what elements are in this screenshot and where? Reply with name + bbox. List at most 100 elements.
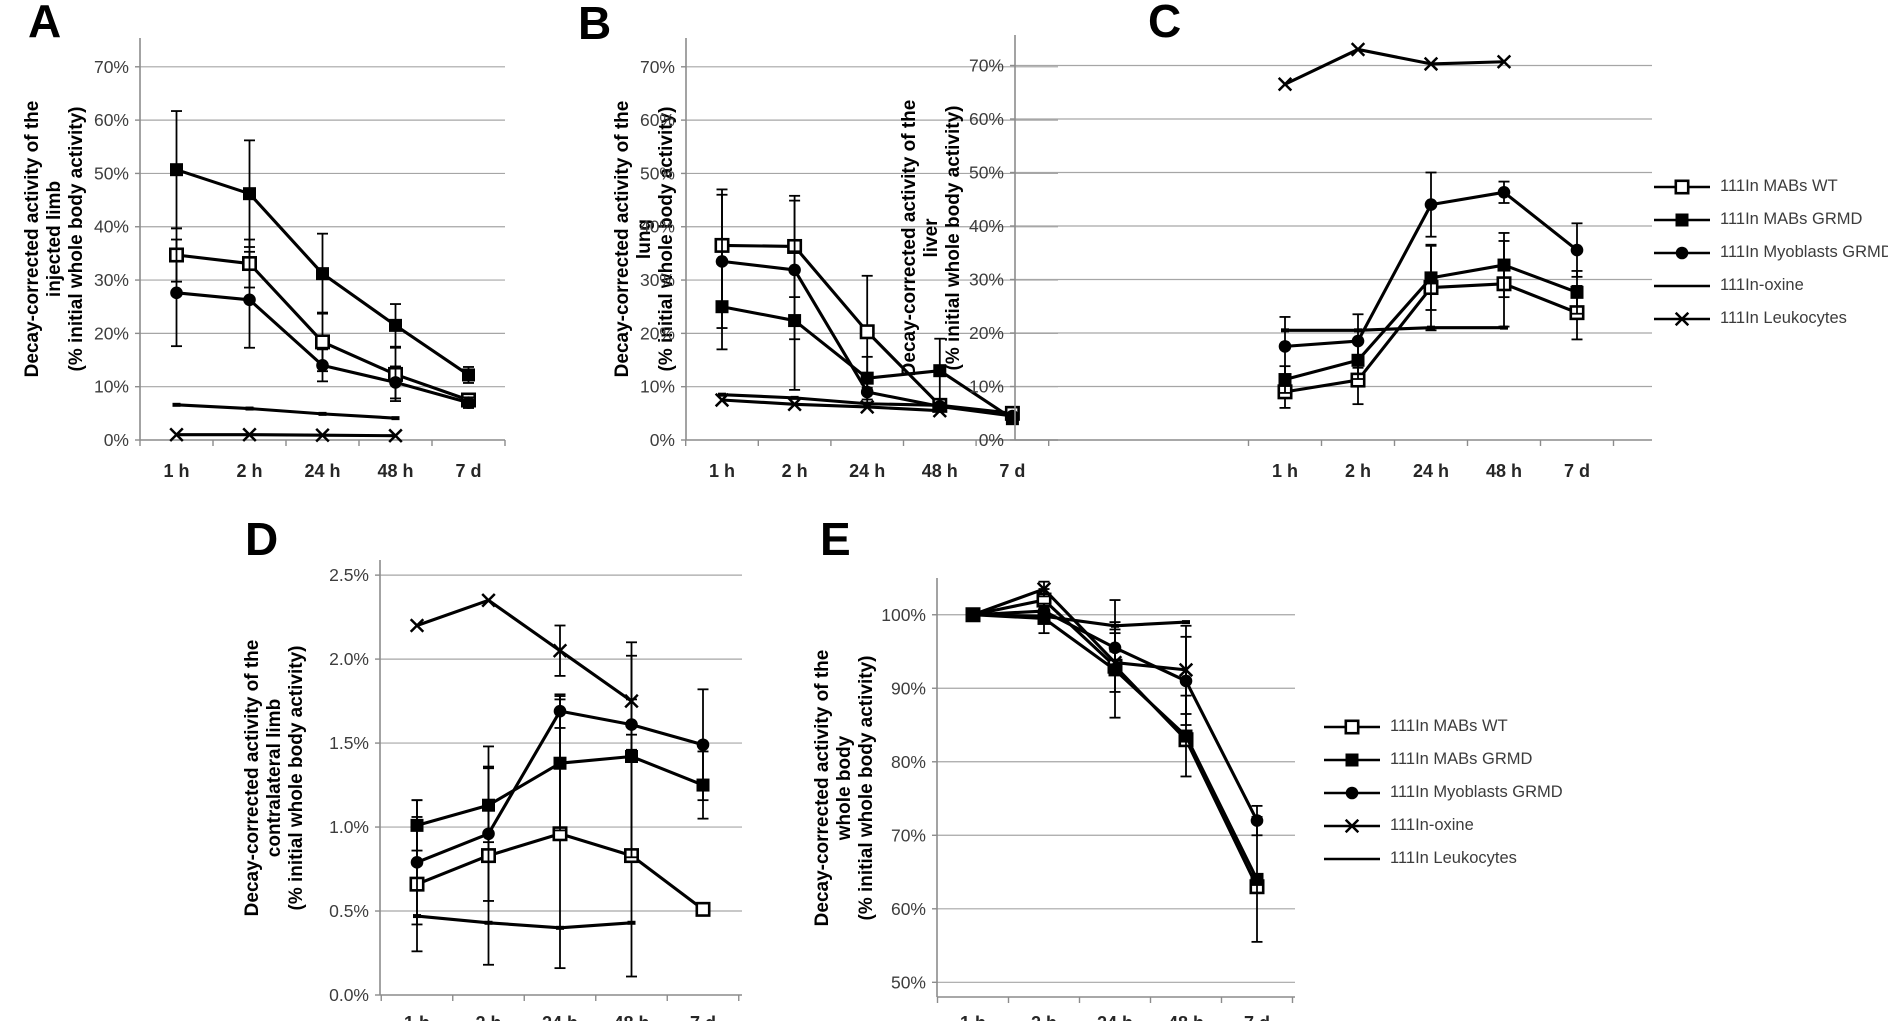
- x-tick-label: 24 h: [849, 461, 885, 481]
- legend-label: 111In Myoblasts GRMD: [1390, 783, 1563, 801]
- y-tick-label: 40%: [94, 217, 129, 237]
- legend-bottom: 111In MABs WT 111In MABs GRMD 111In Myobla…: [1322, 716, 1667, 869]
- x-axis-labels-a: 1 h 2 h 24 h 48 h 7 d: [163, 461, 481, 481]
- legend-marker-square-filled: [1324, 753, 1380, 766]
- chart-c: 0% 10% 20% 30% 40% 50% 60% 70% 1 h 2 h 24 h 48 h 7 d: [969, 35, 1652, 481]
- panel-d: D Decay-corrected activity of the contrala…: [230, 440, 775, 1021]
- y-tick-label: 0%: [979, 430, 1004, 450]
- x-tick-label: 1 h: [709, 461, 735, 481]
- x-axis-labels-e: 1 h 2 h 24 h 48 h 7 d: [960, 1013, 1270, 1021]
- y-tick-label: 20%: [969, 323, 1004, 343]
- x-tick-label: 24 h: [1413, 461, 1449, 481]
- y-tick-label: 60%: [969, 109, 1004, 129]
- series-111in-leukocytes: [969, 599, 1190, 653]
- legend-top: 111In MABs WT 111In MABs GRMD 111In Myobla…: [1652, 176, 1888, 329]
- x-tick-label: 7 d: [999, 461, 1025, 481]
- x-tick-label: 24 h: [304, 461, 340, 481]
- x-tick-label: 48 h: [377, 461, 413, 481]
- legend-label: 111In MABs GRMD: [1720, 210, 1863, 228]
- x-tick-label: 24 h: [1097, 1013, 1133, 1021]
- x-tick-label: 1 h: [404, 1013, 430, 1021]
- x-tick-label: 48 h: [1168, 1013, 1204, 1021]
- x-tick-label: 7 d: [1244, 1013, 1270, 1021]
- legend-marker-square-open: [1654, 178, 1710, 194]
- legend-item-111in-myoblasts-grmd: 111In Myoblasts GRMD: [1652, 242, 1888, 263]
- y-tick-label: 0%: [104, 430, 129, 450]
- series-111in-myoblasts-grmd: [170, 238, 475, 409]
- legend-label: 111In Leukocytes: [1720, 309, 1847, 327]
- x-tick-label: 2 h: [475, 1013, 501, 1021]
- gridlines-c: 0% 10% 20% 30% 40% 50% 60% 70%: [969, 35, 1652, 450]
- y-tick-label: 2.0%: [329, 649, 369, 669]
- panel-letter-c: C: [1148, 0, 1182, 47]
- series-111in-leukocytes: [1277, 42, 1512, 92]
- legend-marker-x: [1324, 818, 1380, 833]
- series-111in-mabs-grmd: [170, 110, 475, 384]
- y-tick-label: 60%: [640, 110, 675, 130]
- legend-label: 111In-oxine: [1720, 276, 1804, 294]
- y-tick-label: 30%: [94, 270, 129, 290]
- y-tick-label: 1.0%: [329, 817, 369, 837]
- x-axis-labels-d: 1 h 2 h 24 h 48 h 7 d: [404, 1013, 716, 1021]
- x-tick-label: 48 h: [922, 461, 958, 481]
- panel-c: C Decay-corrected activity of the liver (% …: [880, 0, 1655, 495]
- x-tick-label: 1 h: [163, 461, 189, 481]
- legend-label: 111In MABs GRMD: [1390, 750, 1533, 768]
- x-tick-label: 24 h: [542, 1013, 578, 1021]
- legend-marker-square-open: [1324, 718, 1380, 734]
- x-axis-labels-c: 1 h 2 h 24 h 48 h 7 d: [1272, 461, 1590, 481]
- y-tick-label: 30%: [640, 270, 675, 290]
- panel-letter-b: B: [578, 0, 612, 49]
- x-tick-label: 48 h: [613, 1013, 649, 1021]
- legend-item-111in-mabs-wt: 111In MABs WT: [1322, 716, 1667, 737]
- y-tick-label: 70%: [969, 55, 1004, 75]
- legend-marker-circle-filled: [1654, 246, 1710, 259]
- legend-marker-none: [1654, 284, 1710, 287]
- y-tick-label: 2.5%: [329, 565, 369, 585]
- x-tick-label: 2 h: [1031, 1013, 1057, 1021]
- legend-label: 111In Myoblasts GRMD: [1720, 243, 1888, 261]
- x-tick-label: 48 h: [1486, 461, 1522, 481]
- y-tick-label: 100%: [881, 605, 926, 625]
- x-tick-label: 7 d: [455, 461, 481, 481]
- y-tick-label: 20%: [94, 323, 129, 343]
- y-tick-label: 10%: [94, 377, 129, 397]
- y-tick-label: 50%: [891, 972, 926, 992]
- legend-item-111in-mabs-grmd: 111In MABs GRMD: [1322, 749, 1667, 770]
- y-tick-label: 10%: [969, 376, 1004, 396]
- x-tick-label: 7 d: [1564, 461, 1590, 481]
- y-tick-label: 80%: [891, 752, 926, 772]
- y-tick-label: 30%: [969, 269, 1004, 289]
- x-tick-label: 1 h: [1272, 461, 1298, 481]
- y-tick-label: 20%: [640, 323, 675, 343]
- panel-letter-e: E: [820, 513, 851, 565]
- legend-item-111in-leukocytes: 111In Leukocytes: [1322, 848, 1667, 869]
- y-tick-label: 40%: [969, 216, 1004, 236]
- gridlines-d: 0.0% 0.5% 1.0% 1.5% 2.0% 2.5%: [329, 560, 742, 1005]
- series-111in-oxine: [1281, 325, 1508, 333]
- legend-label: 111In MABs WT: [1720, 177, 1838, 195]
- panel-letter-a: A: [28, 0, 62, 47]
- panel-e: E Decay-corrected activity of the whole bo…: [790, 440, 1350, 1021]
- series-111in-oxine: [965, 580, 1194, 715]
- legend-item-111in-myoblasts-grmd: 111In Myoblasts GRMD: [1322, 782, 1667, 803]
- y-tick-label: 50%: [969, 162, 1004, 182]
- legend-marker-circle-filled: [1324, 786, 1380, 799]
- series-111in-leukocytes: [413, 914, 636, 930]
- panel-letter-d: D: [245, 513, 279, 565]
- y-tick-label: 70%: [640, 57, 675, 77]
- y-tick-label: 50%: [94, 163, 129, 183]
- series-111in-oxine: [718, 392, 944, 408]
- x-tick-label: 2 h: [1345, 461, 1371, 481]
- series-111in-leukocytes: [169, 427, 403, 443]
- y-tick-label: 40%: [640, 217, 675, 237]
- x-tick-label: 7 d: [690, 1013, 716, 1021]
- y-tick-label: 0.5%: [329, 901, 369, 921]
- series-111in-oxine: [409, 593, 639, 761]
- x-tick-label: 1 h: [960, 1013, 986, 1021]
- legend-label: 111In Leukocytes: [1390, 849, 1517, 867]
- legend-item-111in-oxine: 111In-oxine: [1652, 275, 1884, 296]
- y-tick-label: 10%: [640, 377, 675, 397]
- series-111in-myoblasts-grmd: [1278, 171, 1584, 377]
